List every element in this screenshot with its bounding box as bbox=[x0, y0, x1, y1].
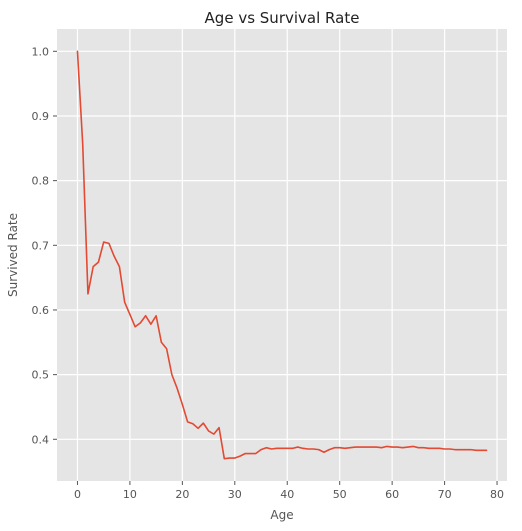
grid bbox=[57, 29, 507, 481]
x-tick-label: 0 bbox=[74, 488, 81, 501]
x-tick-label: 60 bbox=[385, 488, 399, 501]
y-tick-label: 0.5 bbox=[32, 369, 50, 382]
x-axis-label: Age bbox=[270, 508, 293, 522]
y-tick-label: 1.0 bbox=[32, 45, 50, 58]
y-tick-label: 0.8 bbox=[32, 175, 50, 188]
x-tick-label: 30 bbox=[228, 488, 242, 501]
x-tick-label: 70 bbox=[438, 488, 452, 501]
y-axis-label: Survived Rate bbox=[6, 213, 20, 297]
series-line bbox=[76, 50, 488, 460]
y-axis-ticks: 0.4 0.5 0.6 0.7 0.8 0.9 1.0 bbox=[32, 45, 57, 446]
x-tick-label: 10 bbox=[123, 488, 137, 501]
y-tick-label: 0.9 bbox=[32, 110, 50, 123]
y-tick-label: 0.4 bbox=[32, 433, 50, 446]
x-tick-label: 40 bbox=[280, 488, 294, 501]
x-axis-ticks: 0 10 20 30 40 50 60 70 80 bbox=[74, 481, 504, 501]
x-tick-label: 20 bbox=[175, 488, 189, 501]
chart-title: Age vs Survival Rate bbox=[205, 9, 360, 27]
y-tick-label: 0.7 bbox=[32, 239, 50, 252]
data-layer bbox=[76, 50, 488, 460]
x-tick-label: 50 bbox=[333, 488, 347, 501]
x-tick-label: 80 bbox=[490, 488, 504, 501]
plot-area bbox=[57, 29, 507, 481]
y-tick-label: 0.6 bbox=[32, 304, 50, 317]
